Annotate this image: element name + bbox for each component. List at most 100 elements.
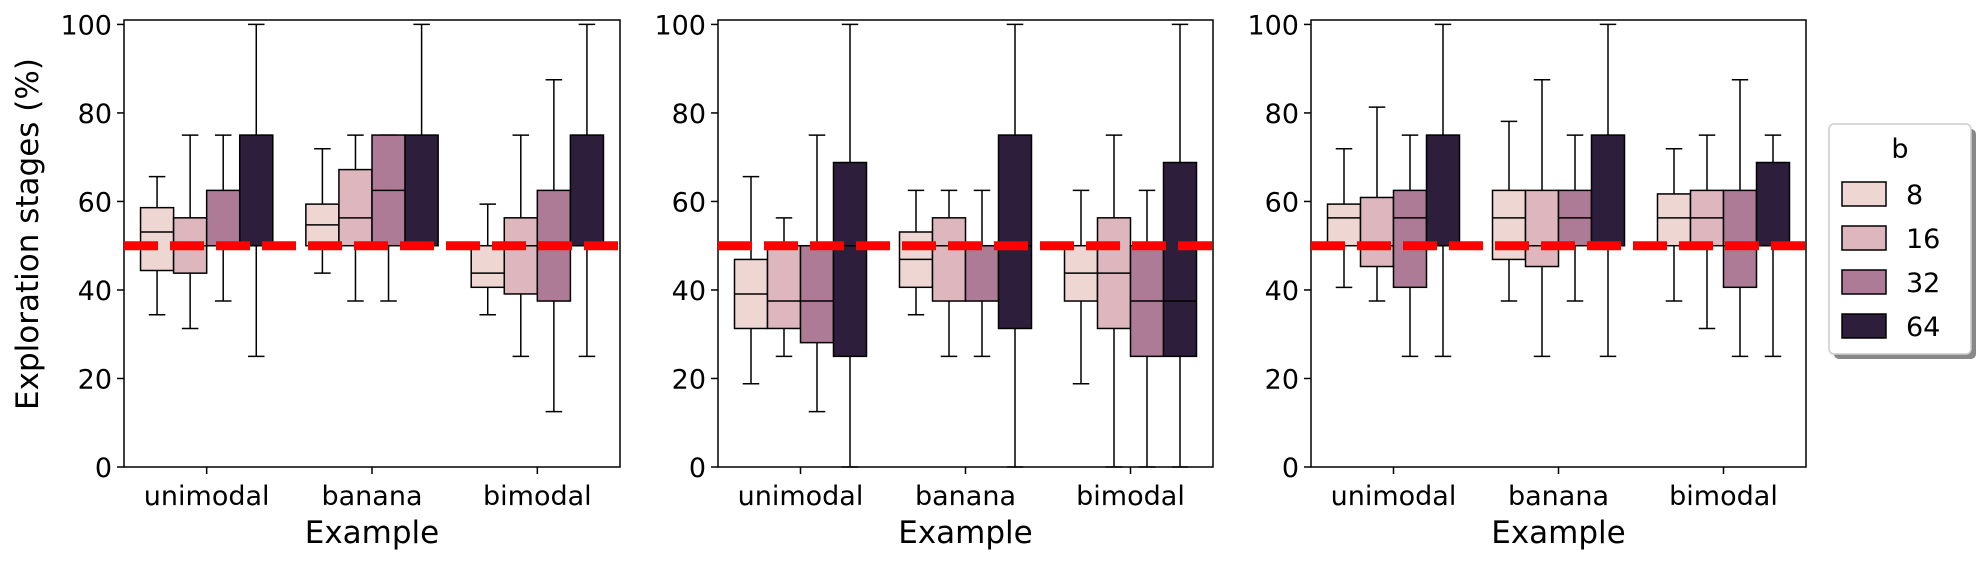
y-tick-label: 60 bbox=[1265, 187, 1299, 218]
x-tick-label: unimodal bbox=[738, 481, 864, 512]
box-banana-b32 bbox=[964, 189, 1000, 358]
box-unimodal-b16 bbox=[1359, 106, 1395, 302]
y-tick-label: 40 bbox=[78, 276, 112, 307]
box-unimodal-b8 bbox=[733, 175, 769, 385]
y-tick-label: 100 bbox=[60, 10, 112, 41]
panel: 0 20 40 60 80 100 unimodal banana bimodal Example bbox=[1247, 10, 1807, 551]
box-banana-b16 bbox=[338, 134, 373, 302]
y-tick-label: 20 bbox=[672, 364, 706, 395]
box-unimodal-b32 bbox=[205, 134, 241, 302]
box-bimodal-b32 bbox=[1722, 78, 1758, 358]
box-banana-b16 bbox=[931, 189, 967, 358]
box-bimodal-b64 bbox=[1755, 134, 1791, 358]
box-unimodal-b32 bbox=[799, 134, 835, 413]
box-iqr bbox=[1755, 161, 1791, 247]
box-unimodal-b16 bbox=[172, 134, 208, 330]
box-banana-b8 bbox=[1491, 120, 1527, 302]
y-tick-label: 0 bbox=[1282, 453, 1299, 484]
y-tick-label: 80 bbox=[1265, 99, 1299, 130]
x-axis-label: Example bbox=[898, 515, 1033, 551]
y-tick-label: 0 bbox=[95, 453, 112, 484]
y-tick-label: 80 bbox=[78, 99, 112, 130]
box-banana-b8 bbox=[898, 189, 934, 316]
box-unimodal-b16 bbox=[766, 217, 802, 358]
box-banana-b32 bbox=[1557, 134, 1593, 302]
box-iqr bbox=[1359, 196, 1395, 268]
legend-swatch-64 bbox=[1841, 313, 1887, 339]
box-unimodal-b8 bbox=[1326, 148, 1362, 289]
box-iqr bbox=[470, 244, 506, 289]
box-iqr bbox=[1590, 134, 1626, 247]
box-bimodal-b16 bbox=[503, 134, 539, 358]
y-tick-label: 0 bbox=[689, 453, 706, 484]
box-bimodal-b8 bbox=[1656, 148, 1692, 302]
box-unimodal-b64 bbox=[1425, 23, 1461, 358]
box-bimodal-b32 bbox=[1129, 189, 1165, 468]
legend: b 8 16 32 64 bbox=[1828, 123, 1976, 359]
box-iqr bbox=[1524, 189, 1560, 268]
box-banana-b8 bbox=[305, 148, 340, 274]
legend-title: b bbox=[1891, 134, 1908, 165]
panel: 0 20 40 60 80 100 unimodal banana bimodal Example bbox=[60, 10, 621, 551]
box-iqr bbox=[1162, 161, 1198, 358]
legend-swatch-8 bbox=[1841, 181, 1887, 207]
x-tick-label: unimodal bbox=[1331, 481, 1457, 512]
legend-entry: 8 bbox=[1841, 180, 1923, 211]
y-tick-label: 100 bbox=[1247, 10, 1299, 41]
box-iqr bbox=[997, 134, 1033, 330]
box-iqr bbox=[1656, 193, 1692, 247]
x-tick-label: banana bbox=[322, 481, 423, 512]
box-banana-b64 bbox=[997, 23, 1033, 468]
legend-label-16: 16 bbox=[1906, 224, 1940, 255]
box-iqr bbox=[832, 161, 868, 358]
y-tick-label: 20 bbox=[78, 364, 112, 395]
box-iqr bbox=[139, 206, 175, 272]
box-iqr bbox=[569, 134, 605, 247]
box-unimodal-b8 bbox=[139, 175, 175, 316]
legend-entry: 32 bbox=[1841, 268, 1940, 299]
box-unimodal-b64 bbox=[832, 23, 868, 468]
legend-label-8: 8 bbox=[1906, 180, 1923, 211]
y-tick-label: 20 bbox=[1265, 364, 1299, 395]
box-bimodal-b64 bbox=[569, 23, 605, 358]
x-axis-label: Example bbox=[305, 515, 440, 551]
legend-entry: 64 bbox=[1841, 312, 1940, 343]
box-bimodal-b8 bbox=[1063, 189, 1099, 385]
box-unimodal-b64 bbox=[238, 23, 274, 358]
x-tick-label: banana bbox=[915, 481, 1016, 512]
panels: 0 20 40 60 80 100 unimodal banana bimodal Example… bbox=[60, 10, 1807, 551]
box-iqr bbox=[931, 217, 967, 302]
x-axis-label: Example bbox=[1491, 515, 1626, 551]
y-tick-label: 100 bbox=[654, 10, 706, 41]
y-tick-label: 40 bbox=[672, 276, 706, 307]
x-tick-label: bimodal bbox=[1076, 481, 1185, 512]
box-iqr bbox=[338, 168, 373, 247]
box-banana-b32 bbox=[371, 134, 406, 302]
box-banana-b64 bbox=[404, 23, 439, 247]
box-iqr bbox=[503, 217, 539, 295]
box-iqr bbox=[1392, 189, 1428, 289]
box-iqr bbox=[799, 244, 835, 344]
legend-label-64: 64 bbox=[1906, 312, 1940, 343]
box-bimodal-b8 bbox=[470, 203, 506, 316]
box-iqr bbox=[404, 134, 439, 247]
box-iqr bbox=[964, 244, 1000, 302]
x-tick-label: bimodal bbox=[483, 481, 592, 512]
box-iqr bbox=[1326, 203, 1362, 247]
box-iqr bbox=[1722, 189, 1758, 289]
box-bimodal-b16 bbox=[1096, 134, 1132, 468]
x-tick-label: banana bbox=[1508, 481, 1609, 512]
box-bimodal-b64 bbox=[1162, 23, 1198, 468]
box-iqr bbox=[766, 244, 802, 330]
box-bimodal-b16 bbox=[1689, 134, 1725, 330]
legend-label-32: 32 bbox=[1906, 268, 1940, 299]
x-tick-label: unimodal bbox=[144, 481, 270, 512]
legend-swatch-16 bbox=[1841, 225, 1887, 251]
y-axis-label: Exploration stages (%) bbox=[10, 58, 46, 410]
y-tick-label: 60 bbox=[672, 187, 706, 218]
legend-swatch-32 bbox=[1841, 269, 1887, 295]
legend-entry: 16 bbox=[1841, 224, 1940, 255]
box-iqr bbox=[238, 134, 274, 247]
panel: 0 20 40 60 80 100 unimodal banana bimodal Example bbox=[654, 10, 1214, 551]
